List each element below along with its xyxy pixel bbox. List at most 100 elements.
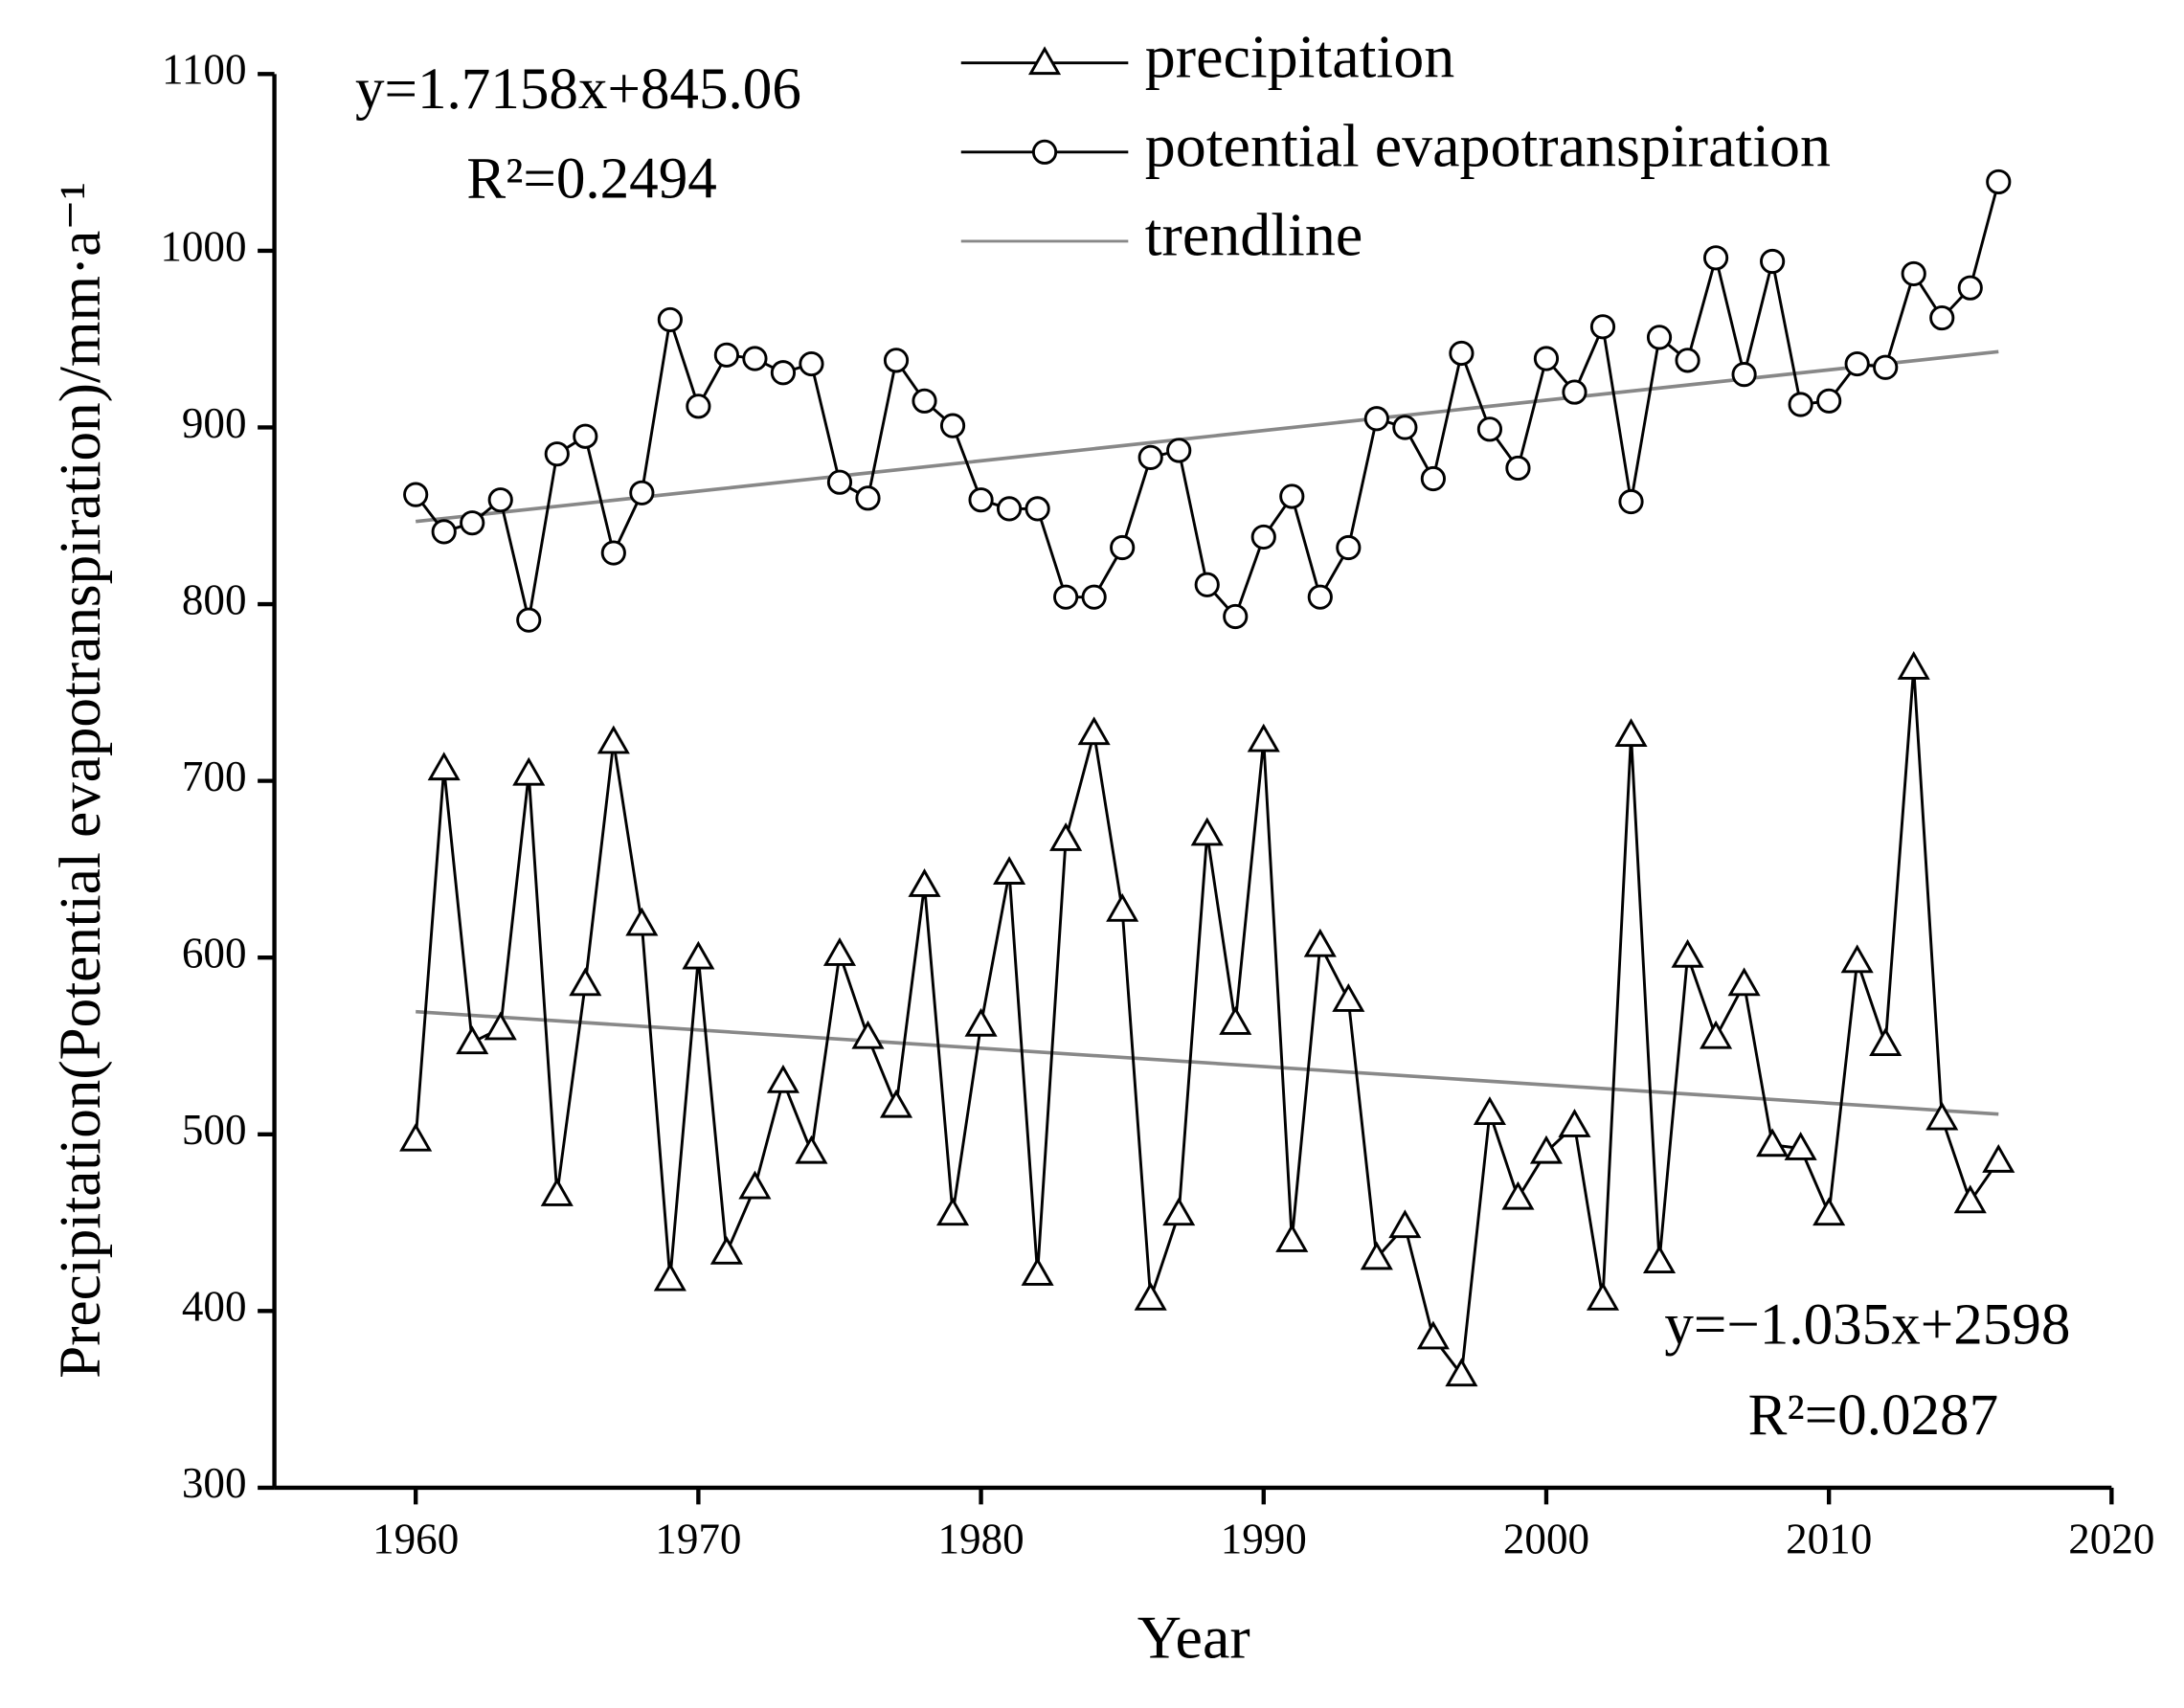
marker	[1675, 348, 1700, 373]
marker	[569, 967, 602, 997]
marker	[713, 342, 739, 368]
marker	[908, 868, 941, 897]
marker	[1784, 1132, 1817, 1160]
marker	[1702, 245, 1729, 271]
marker	[1021, 1257, 1054, 1286]
marker	[1840, 944, 1874, 974]
marker	[1134, 1281, 1167, 1311]
y-tick-label: 900	[182, 399, 247, 447]
marker	[597, 725, 630, 754]
marker	[629, 480, 655, 506]
y-tick-label: 800	[182, 575, 247, 623]
marker	[1307, 584, 1333, 610]
marker	[657, 306, 683, 332]
marker	[1646, 325, 1673, 350]
marker	[1614, 718, 1648, 748]
marker	[1219, 1006, 1252, 1035]
marker	[1110, 534, 1136, 561]
marker	[1562, 379, 1587, 405]
marker	[1953, 1184, 1987, 1214]
marker	[964, 1007, 998, 1037]
marker	[968, 487, 994, 513]
marker	[431, 519, 457, 545]
marker	[1247, 723, 1280, 753]
marker	[1166, 438, 1192, 463]
marker	[851, 1020, 885, 1049]
marker	[1816, 388, 1842, 414]
marker	[738, 1170, 772, 1200]
marker	[1336, 534, 1362, 561]
marker	[1901, 260, 1926, 287]
marker	[799, 350, 824, 377]
marker	[1223, 603, 1249, 630]
marker	[1812, 1197, 1846, 1226]
marker	[1869, 1027, 1903, 1056]
marker	[1420, 465, 1446, 492]
marker	[826, 469, 853, 495]
marker	[1505, 455, 1531, 482]
marker	[1957, 275, 1983, 301]
marker	[1731, 362, 1757, 388]
marker	[1360, 1241, 1393, 1270]
x-tick-label: 1970	[655, 1515, 741, 1562]
marker	[1162, 1197, 1196, 1226]
marker	[1363, 406, 1389, 432]
y-axis-label: Precipitation(Potential evapotranspirati…	[49, 182, 113, 1379]
marker	[460, 510, 485, 536]
marker	[1190, 817, 1224, 846]
marker	[1392, 415, 1418, 440]
y-tick-label: 700	[182, 753, 247, 800]
marker	[1024, 496, 1050, 522]
x-tick-label: 2010	[1786, 1515, 1872, 1562]
y-tick-label: 500	[182, 1106, 247, 1154]
marker	[403, 482, 429, 507]
marker	[1925, 1101, 1959, 1131]
marker	[487, 487, 513, 513]
marker	[1275, 1224, 1309, 1252]
marker	[1727, 967, 1761, 997]
x-tick-label: 1980	[937, 1515, 1024, 1562]
marker	[1788, 392, 1813, 417]
marker	[1137, 444, 1163, 470]
marker	[1501, 1180, 1535, 1210]
marker	[912, 388, 937, 414]
marker	[1081, 584, 1107, 610]
marker	[512, 756, 546, 786]
marker	[1700, 1020, 1733, 1049]
marker	[456, 1025, 489, 1055]
annotation: R²=0.2494	[466, 146, 716, 211]
marker	[600, 540, 626, 566]
marker	[1756, 1128, 1790, 1157]
x-tick-label: 1960	[372, 1515, 459, 1562]
legend-label: potential evapotranspiration	[1145, 112, 1831, 180]
marker	[883, 348, 910, 373]
y-tick-label: 1000	[160, 222, 246, 270]
x-axis-label: Year	[1137, 1604, 1250, 1672]
y-tick-label: 1100	[162, 46, 246, 94]
marker	[766, 1064, 799, 1093]
marker	[1449, 340, 1475, 367]
marker	[795, 1135, 828, 1164]
marker	[1986, 169, 2012, 195]
marker	[686, 393, 711, 419]
marker	[1589, 314, 1616, 340]
legend-label: precipitation	[1145, 22, 1454, 90]
marker	[573, 423, 598, 449]
legend-label: trendline	[1145, 201, 1362, 269]
marker	[1929, 304, 1955, 331]
x-tick-label: 2020	[2068, 1515, 2154, 1562]
marker	[939, 413, 966, 438]
marker	[1558, 1109, 1591, 1137]
marker	[682, 940, 715, 970]
marker	[1049, 822, 1083, 851]
marker	[1279, 483, 1305, 509]
marker	[1303, 928, 1337, 957]
x-tick-label: 1990	[1221, 1515, 1307, 1562]
marker	[544, 441, 570, 467]
marker	[1416, 1320, 1450, 1350]
marker	[1533, 346, 1560, 371]
marker	[484, 1011, 517, 1041]
marker	[709, 1235, 743, 1265]
y-tick-label: 400	[182, 1283, 247, 1331]
